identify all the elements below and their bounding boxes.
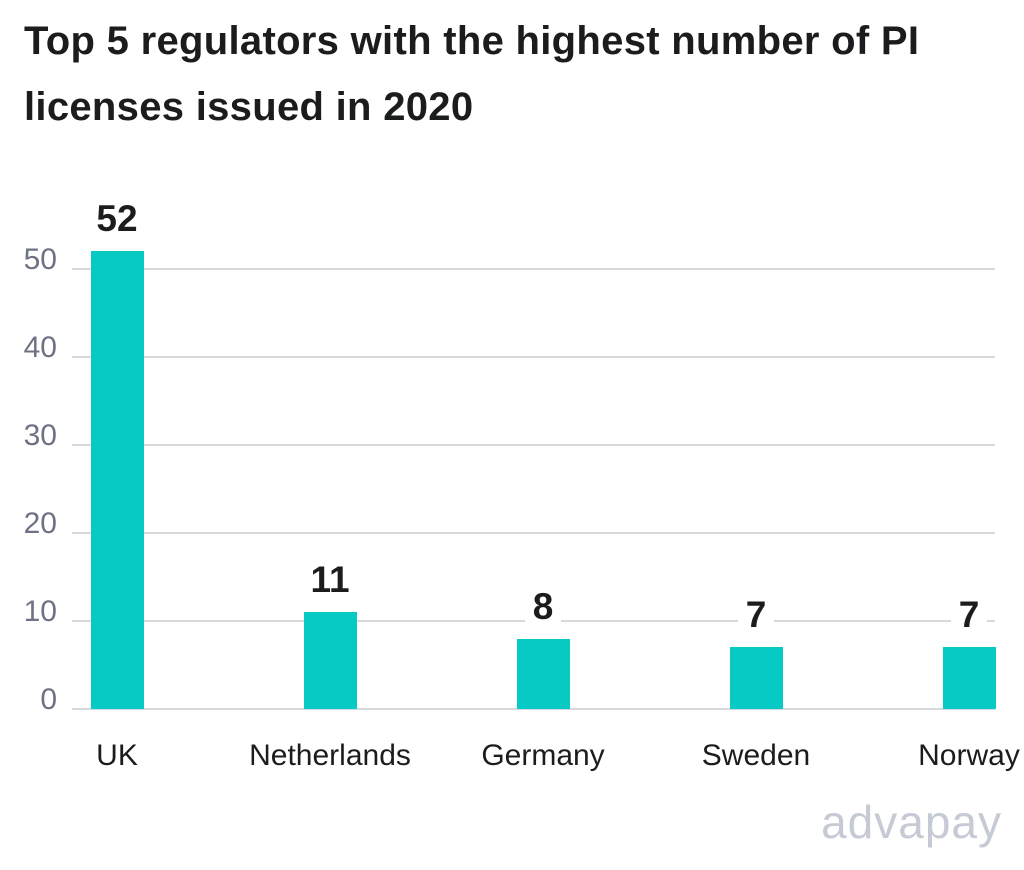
y-tick-label-20: 20 — [23, 507, 57, 540]
gridline-y-20 — [72, 532, 995, 534]
bar-value-netherlands: 11 — [220, 558, 440, 602]
bar-norway — [942, 647, 996, 709]
x-category-label-sweden: Sweden — [701, 739, 811, 772]
y-tick-label-0: 0 — [40, 683, 57, 716]
bar-value-text: 8 — [524, 585, 562, 627]
y-tick-label-10: 10 — [23, 595, 57, 628]
bar-netherlands — [303, 612, 357, 709]
bar-value-uk: 52 — [7, 197, 227, 241]
y-tick-label-50: 50 — [23, 243, 57, 276]
bar-value-text: 52 — [88, 198, 146, 240]
bar-value-norway: 7 — [859, 593, 1024, 637]
bar-value-text: 7 — [737, 594, 775, 636]
x-category-label-netherlands: Netherlands — [249, 739, 411, 772]
bar-sweden — [729, 647, 783, 709]
chart-title-line1: Top 5 regulators with the highest number… — [24, 19, 920, 63]
bar-value-text: 11 — [302, 559, 358, 601]
bar-value-sweden: 7 — [646, 593, 866, 637]
bar-value-germany: 8 — [433, 585, 653, 629]
bar-germany — [516, 638, 570, 709]
bar-value-text: 7 — [950, 594, 988, 636]
chart-title: Top 5 regulators with the highest number… — [24, 8, 919, 140]
gridline-y-40 — [72, 356, 995, 358]
gridline-y-0 — [72, 708, 995, 710]
chart-title-line2: licenses issued in 2020 — [24, 85, 474, 129]
x-category-label-germany: Germany — [481, 739, 605, 772]
gridline-y-30 — [72, 444, 995, 446]
gridline-y-50 — [72, 268, 995, 270]
bar-uk — [90, 251, 144, 709]
advapay-logo: advapay — [821, 796, 1002, 848]
x-category-label-norway: Norway — [918, 739, 1020, 772]
y-tick-label-40: 40 — [23, 331, 57, 364]
x-category-label-uk: UK — [96, 739, 138, 772]
y-tick-label-30: 30 — [23, 419, 57, 452]
